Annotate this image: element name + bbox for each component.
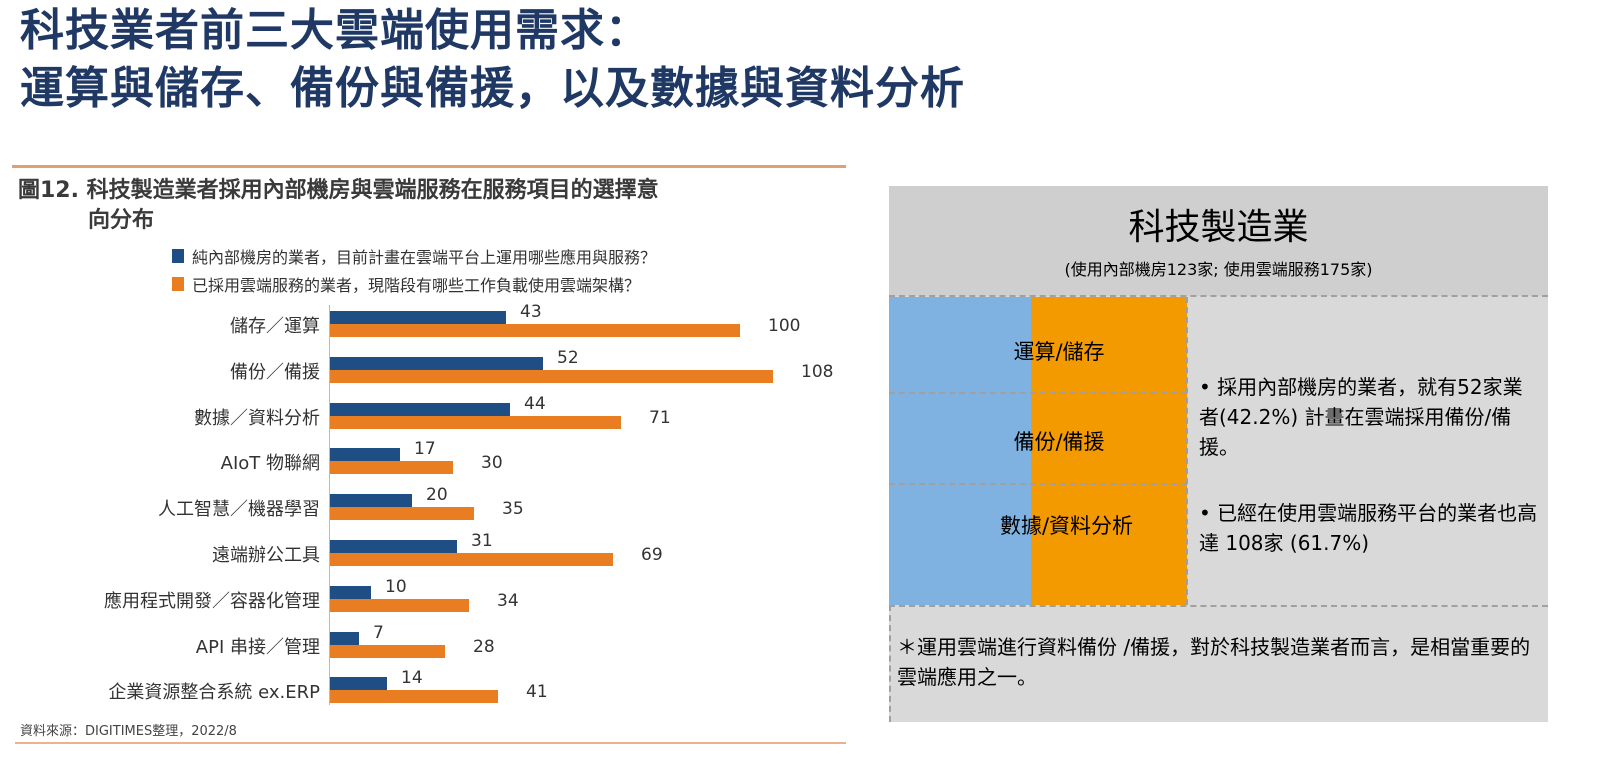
bar-value-label: 17 bbox=[414, 439, 436, 460]
cloud-column bbox=[1031, 297, 1187, 605]
bar-cloud bbox=[330, 690, 498, 704]
bar-value-label: 41 bbox=[526, 682, 548, 703]
category-label: 應用程式開發／容器化管理 bbox=[104, 590, 320, 612]
onprem-column bbox=[889, 297, 1031, 605]
divider bbox=[889, 605, 891, 722]
bar-value-label: 52 bbox=[557, 347, 579, 368]
bar-onprem bbox=[330, 494, 412, 508]
bar-value-label: 10 bbox=[385, 576, 407, 597]
category-label: 遠端辦公工具 bbox=[212, 544, 320, 566]
panel-title: 科技製造業 bbox=[1128, 207, 1309, 248]
category-label: API 串接／管理 bbox=[195, 636, 320, 658]
bar-value-label: 14 bbox=[401, 668, 423, 689]
chart-category-row: 儲存／運算 43 100 bbox=[0, 302, 850, 354]
bar-chart: 儲存／運算 43 100 備份／備援 52 108 數據／資料分析 44 71 AIoT 物聯網 1… bbox=[0, 302, 850, 720]
bar-onprem bbox=[330, 402, 510, 416]
bar-cloud bbox=[330, 369, 773, 383]
figure-title-line1: 圖12. 科技製造業者採用內部機房與雲端服務在服務項目的選擇意 bbox=[18, 178, 659, 203]
bar-cloud bbox=[330, 461, 453, 475]
chart-axis bbox=[329, 305, 330, 705]
figure-top-rule bbox=[12, 165, 846, 168]
bar-cloud bbox=[330, 324, 740, 337]
bar-cloud bbox=[330, 507, 474, 521]
chart-legend: 純內部機房的業者，目前計畫在雲端平台上運用哪些應用與服務？ 已採用雲端服務的業者… bbox=[172, 242, 656, 298]
chart-category-row: 數據／資料分析 44 71 bbox=[0, 394, 850, 446]
category-label: 儲存／運算 bbox=[230, 316, 320, 337]
bar-value-label: 34 bbox=[497, 590, 519, 611]
panel-subtitle: (使用內部機房123家; 使用雲端服務175家) bbox=[1064, 260, 1373, 279]
figure-bottom-rule bbox=[15, 742, 846, 744]
note-onprem: • 採用內部機房的業者，就有52家業者(42.2%) 計畫在雲端採用備份/備援。 bbox=[1199, 375, 1523, 459]
legend-item-cloud: 已採用雲端服務的業者，現階段有哪些工作負載使用雲端架構？ bbox=[172, 270, 656, 298]
note-cloud: • 已經在使用雲端服務平台的業者也高達 108家 (61.7%) bbox=[1199, 501, 1538, 555]
divider bbox=[889, 295, 1548, 297]
bar-onprem bbox=[330, 356, 543, 370]
bar-value-label: 44 bbox=[524, 393, 546, 414]
bar-value-label: 108 bbox=[801, 361, 834, 382]
bar-value-label: 43 bbox=[520, 302, 542, 322]
bar-onprem bbox=[330, 311, 506, 324]
chart-category-row: 備份／備援 52 108 bbox=[0, 348, 850, 400]
row-label: 數據/資料分析 bbox=[999, 514, 1134, 538]
row-label: 備份/備援 bbox=[1013, 430, 1105, 454]
bar-value-label: 71 bbox=[649, 407, 671, 428]
chart-category-row: 應用程式開發／容器化管理 10 34 bbox=[0, 577, 850, 629]
chart-category-row: 人工智慧／機器學習 20 35 bbox=[0, 485, 850, 537]
chart-category-row: API 串接／管理 7 28 bbox=[0, 623, 850, 675]
bar-onprem bbox=[330, 448, 400, 462]
bar-cloud bbox=[330, 415, 621, 429]
bar-value-label: 28 bbox=[473, 636, 495, 657]
panel-header: 科技製造業 (使用內部機房123家; 使用雲端服務175家) bbox=[889, 186, 1548, 296]
figure-title-line2: 向分布 bbox=[88, 208, 155, 233]
bar-onprem bbox=[330, 677, 387, 691]
page-title-line2: 運算與儲存、備份與備援，以及數據與資料分析 bbox=[20, 63, 965, 114]
summary-panel: 科技製造業 (使用內部機房123家; 使用雲端服務175家) 運算/儲存 備份/… bbox=[889, 186, 1548, 722]
legend-item-onprem: 純內部機房的業者，目前計畫在雲端平台上運用哪些應用與服務？ bbox=[172, 242, 656, 270]
chart-category-row: 企業資源整合系統 ex.ERP 14 41 bbox=[0, 668, 850, 720]
divider bbox=[889, 605, 1548, 607]
legend-label: 已採用雲端服務的業者，現階段有哪些工作負載使用雲端架構？ bbox=[192, 276, 641, 295]
bar-cloud bbox=[330, 552, 613, 566]
divider bbox=[889, 392, 1187, 394]
bar-value-label: 31 bbox=[471, 530, 493, 551]
category-label: 企業資源整合系統 ex.ERP bbox=[108, 682, 320, 704]
divider bbox=[889, 483, 1187, 485]
page-title: 科技業者前三大雲端使用需求： 運算與儲存、備份與備援，以及數據與資料分析 bbox=[20, 2, 965, 118]
bar-value-label: 7 bbox=[373, 622, 384, 643]
bar-value-label: 30 bbox=[481, 453, 503, 474]
bar-value-label: 20 bbox=[426, 485, 448, 506]
legend-swatch-orange bbox=[172, 277, 184, 291]
legend-swatch-blue bbox=[172, 249, 184, 263]
bar-cloud bbox=[330, 598, 469, 612]
chart-category-row: AIoT 物聯網 17 30 bbox=[0, 439, 850, 491]
category-label: 數據／資料分析 bbox=[194, 407, 320, 429]
figure-source: 資料來源：DIGITIMES整理，2022/8 bbox=[20, 724, 237, 739]
divider bbox=[1186, 297, 1188, 605]
figure-title: 圖12. 科技製造業者採用內部機房與雲端服務在服務項目的選擇意 向分布 bbox=[18, 176, 818, 236]
bar-value-label: 100 bbox=[768, 316, 801, 336]
page-title-line1: 科技業者前三大雲端使用需求： bbox=[20, 5, 650, 56]
chart-category-row: 遠端辦公工具 31 69 bbox=[0, 531, 850, 583]
bar-value-label: 35 bbox=[502, 499, 524, 520]
category-label: AIoT 物聯網 bbox=[220, 453, 320, 475]
panel-footnote: ＊運用雲端進行資料備份 /備援，對於科技製造業者而言，是相當重要的雲端應用之一。 bbox=[897, 635, 1531, 689]
category-label: 備份／備援 bbox=[230, 361, 320, 383]
legend-label: 純內部機房的業者，目前計畫在雲端平台上運用哪些應用與服務？ bbox=[192, 248, 657, 267]
row-label: 運算/儲存 bbox=[1013, 340, 1105, 364]
bar-onprem bbox=[330, 539, 457, 553]
category-label: 人工智慧／機器學習 bbox=[158, 499, 320, 521]
bar-onprem bbox=[330, 585, 371, 599]
bar-cloud bbox=[330, 644, 445, 658]
bar-onprem bbox=[330, 631, 359, 645]
bar-value-label: 69 bbox=[641, 544, 663, 565]
